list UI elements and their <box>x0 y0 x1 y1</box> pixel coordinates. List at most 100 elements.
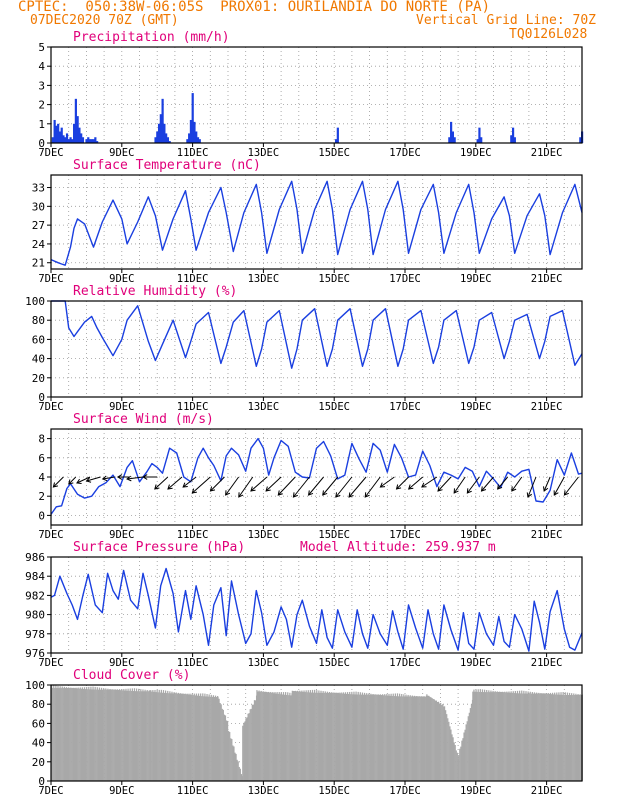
cloud-bar <box>352 694 354 781</box>
cloud-bar <box>575 693 577 781</box>
cloud-bar <box>386 694 388 781</box>
wind-arrow <box>348 476 367 498</box>
cloud-bar <box>341 693 343 781</box>
precip-bar <box>191 93 194 143</box>
cloud-bar <box>317 692 319 781</box>
y-tick-label: 4 <box>38 60 45 73</box>
wind-arrow <box>191 476 211 494</box>
x-tick-label: 15DEC <box>318 273 350 285</box>
cloud-bar <box>577 694 579 781</box>
cloud-bar <box>307 690 309 781</box>
y-tick-label: 984 <box>25 570 45 583</box>
cloud-bar <box>351 691 353 781</box>
cloud-bar <box>475 689 477 781</box>
cloud-bar <box>226 720 229 781</box>
cloud-bar <box>308 692 310 781</box>
cloud-bar <box>259 691 261 781</box>
cloud-bar <box>207 696 209 781</box>
panel-precip: 0 1 2 3 4 5 7DEC 9DEC 11DEC 13DEC 15DEC 17DEC 19DEC 2… <box>38 30 584 159</box>
cloud-bar <box>534 693 537 781</box>
precip-bar <box>157 123 161 143</box>
cloud-bar <box>126 690 128 781</box>
cloud-bar <box>201 696 203 781</box>
cloud-bar <box>261 691 263 781</box>
cloud-bar <box>310 692 313 781</box>
cloud-bar <box>311 689 314 781</box>
precip-bar <box>195 131 198 143</box>
cloud-bar <box>110 689 112 781</box>
wind-arrow-head <box>167 484 173 490</box>
cloud-bar <box>528 693 530 781</box>
cloud-bar <box>316 690 318 781</box>
cloud-bar <box>522 693 524 781</box>
cloud-bar <box>329 692 332 781</box>
cloud-bar <box>191 693 193 781</box>
cloud-bar <box>181 693 184 781</box>
precip-bar <box>60 127 63 143</box>
panel-title: Precipitation (mm/h) <box>73 30 230 45</box>
cloud-bar <box>245 718 247 781</box>
cloud-bar <box>448 721 450 781</box>
precip-bar <box>156 131 159 143</box>
precip-bar <box>480 137 483 143</box>
cloud-bar <box>419 696 421 781</box>
wind-arrow <box>293 476 310 498</box>
cloud-bar <box>246 717 248 781</box>
precip-bar <box>165 133 168 143</box>
cloud-bar <box>302 691 304 781</box>
cloud-bar <box>355 691 357 781</box>
cloud-bar <box>571 693 573 781</box>
cloud-bar <box>521 690 523 781</box>
precip-bar <box>450 121 453 143</box>
wind-arrow <box>277 476 296 496</box>
cloud-bar <box>427 695 429 781</box>
cloud-bar <box>467 716 469 781</box>
cloud-bar <box>204 693 206 781</box>
cloud-bar <box>543 693 545 781</box>
cloud-bar <box>194 695 196 781</box>
header-line3-right: TQ0126L028 <box>509 27 588 42</box>
cloud-bar <box>418 696 420 781</box>
cloud-bar <box>428 695 430 781</box>
y-tick-label: 60 <box>32 333 45 346</box>
x-tick-label: 21DEC <box>531 529 563 541</box>
wind-arrow <box>250 476 268 492</box>
cloud-bar <box>563 694 565 781</box>
precip-bar <box>186 139 189 143</box>
cloud-bar <box>91 689 93 781</box>
cloud-bar <box>281 694 284 781</box>
cloud-bar <box>251 704 253 781</box>
cloud-bar <box>60 688 62 781</box>
cloud-bar <box>176 693 178 781</box>
cloud-bar <box>233 746 235 781</box>
cloud-bar <box>253 700 256 781</box>
cloud-bar <box>412 696 415 781</box>
cloud-bar <box>169 691 171 781</box>
cloud-bar <box>499 691 502 781</box>
wind-arrow-head <box>182 482 188 488</box>
precip-bar <box>336 127 339 143</box>
cloud-bar <box>95 689 97 781</box>
cloud-bar <box>494 691 496 781</box>
panel-rh: 0 20 40 60 80 100 7DEC 9DEC 11DEC 13DEC 15DEC 17DEC… <box>25 284 583 413</box>
cloud-bar <box>111 689 113 781</box>
cloud-bar <box>455 750 457 781</box>
cloud-bar <box>406 696 408 781</box>
cloud-bar <box>408 696 410 781</box>
x-tick-label: 19DEC <box>460 147 492 159</box>
cloud-bar <box>468 712 470 781</box>
cloud-bar <box>487 692 489 781</box>
wind-arrow-head <box>563 490 569 496</box>
cloud-bar <box>379 694 382 781</box>
cloud-bar <box>532 693 535 781</box>
cloud-bar <box>456 752 458 781</box>
x-tick-label: 17DEC <box>389 657 421 669</box>
cloud-bar <box>438 703 441 781</box>
wind-arrow <box>265 476 282 492</box>
cloud-bar <box>185 693 187 781</box>
panel-frame <box>50 556 583 654</box>
cloud-bar <box>436 702 439 781</box>
cloud-bar <box>345 693 348 781</box>
x-tick-label: 21DEC <box>531 147 563 159</box>
cloud-bar <box>153 691 155 781</box>
